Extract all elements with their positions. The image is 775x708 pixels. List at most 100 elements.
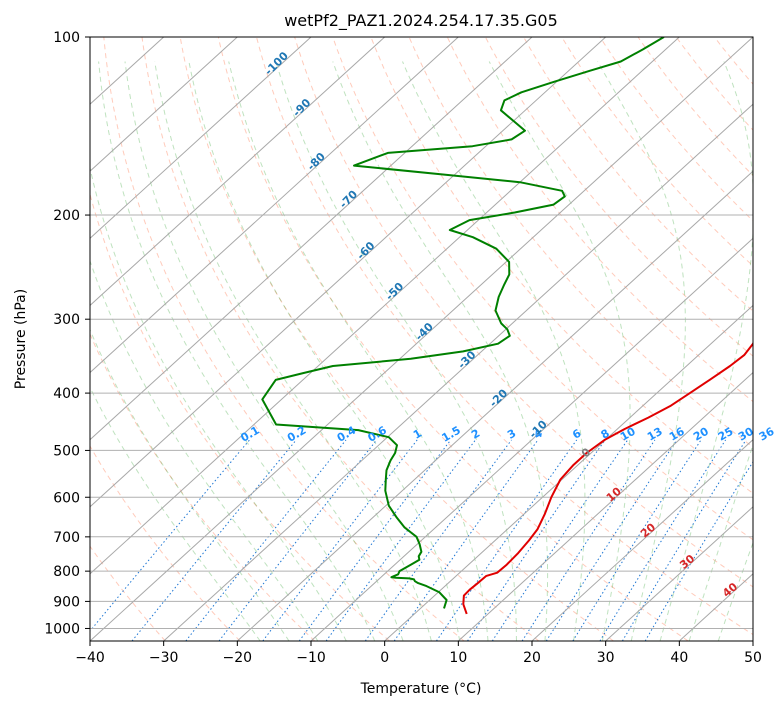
dry-adiabat — [90, 332, 316, 641]
y-axis-label: Pressure (hPa) — [13, 289, 29, 389]
dry-adiabat — [752, 37, 753, 39]
mixing-ratio-label: 0.6 — [365, 423, 389, 444]
isotherm — [752, 640, 753, 641]
dry-adiabat — [561, 37, 753, 267]
mixing-ratio-label: 0.4 — [335, 423, 359, 444]
mixing-ratio-label: 10 — [618, 425, 638, 444]
temperature-profile — [462, 341, 753, 615]
isotherm — [163, 103, 753, 641]
dry-adiabat — [294, 37, 753, 588]
isotherm — [90, 37, 753, 641]
mixing-ratio-line — [325, 439, 476, 641]
y-tick-label: 300 — [53, 312, 80, 328]
isotherm — [384, 304, 753, 641]
mixing-ratio-line — [218, 439, 378, 641]
moist-adiabat — [90, 328, 290, 641]
isotherm-label: -70 — [337, 188, 360, 211]
moist-adiabat — [402, 61, 586, 641]
dry-adiabat — [103, 37, 465, 641]
chart-title: wetPf2_PAZ1.2024.254.17.35.G05 — [284, 11, 558, 31]
isotherm — [605, 506, 753, 641]
isotherm — [90, 37, 680, 575]
moist-adiabat — [597, 61, 686, 641]
mixing-ratio-label: 36 — [757, 425, 775, 444]
x-tick-label: 0 — [380, 650, 389, 666]
mixing-ratio-line — [599, 439, 727, 641]
isotherm — [90, 37, 533, 441]
dry-adiabat — [637, 37, 753, 177]
mixing-ratio-label: 1 — [411, 427, 424, 442]
isotherm — [531, 438, 753, 641]
x-axis-label: Temperature (°C) — [360, 681, 482, 697]
mixing-ratio-label: 8 — [599, 427, 612, 442]
x-tick-label: 30 — [597, 650, 615, 666]
y-tick-label: 800 — [53, 564, 80, 580]
isotherm — [90, 37, 238, 172]
mixing-ratio-line — [521, 439, 656, 641]
y-tick-label: 600 — [53, 490, 80, 506]
isotherm — [457, 371, 753, 641]
mixing-ratio-line — [131, 439, 297, 641]
mixing-ratio-line — [298, 439, 452, 641]
x-tick-label: 20 — [523, 650, 541, 666]
x-tick-label: −30 — [149, 650, 179, 666]
x-tick-label: 40 — [670, 650, 688, 666]
moist-adiabat — [90, 259, 319, 641]
mixing-ratio-line — [90, 439, 250, 632]
x-tick-label: 10 — [449, 650, 467, 666]
isotherm-label: -20 — [487, 386, 510, 409]
mixing-ratio-line — [364, 439, 512, 641]
mixing-ratio-line — [435, 439, 578, 641]
mixing-ratio-label: 20 — [691, 425, 711, 444]
dry-adiabat — [370, 37, 753, 494]
x-tick-label: 50 — [744, 650, 762, 666]
mixing-ratio-line — [621, 439, 747, 641]
y-tick-label: 200 — [53, 208, 80, 224]
dry-adiabat — [446, 37, 753, 403]
dry-adiabat — [408, 37, 753, 448]
grid-lines — [90, 37, 753, 641]
x-tick-label: −10 — [296, 650, 326, 666]
isotherm — [90, 37, 312, 240]
isotherm — [90, 37, 459, 374]
mixing-ratio-label: 2 — [469, 427, 482, 442]
dry-adiabat — [256, 37, 753, 636]
mixing-ratio-line — [572, 439, 702, 641]
y-tick-label: 100 — [53, 30, 80, 46]
dry-adiabat — [714, 37, 753, 85]
profile-lines — [261, 37, 753, 615]
y-tick-label: 1000 — [44, 621, 80, 637]
dry-adiabat — [90, 192, 390, 641]
mixing-ratio-label: 25 — [716, 425, 736, 444]
dry-adiabat — [217, 37, 689, 641]
moist-adiabat — [275, 61, 517, 641]
y-tick-label: 900 — [53, 594, 80, 610]
isotherm-label: -40 — [413, 320, 436, 343]
dry-adiabat — [523, 37, 753, 312]
dry-adiabat — [141, 37, 540, 641]
moist-adiabat — [488, 61, 631, 641]
dry-adiabat — [90, 445, 241, 641]
isotherm-label: -60 — [354, 239, 377, 262]
moist-adiabat-label: 10 — [604, 484, 624, 504]
isotherm — [310, 237, 753, 641]
plot-frame — [89, 36, 754, 642]
moist-adiabat — [332, 61, 549, 641]
moist-adiabat — [90, 165, 347, 641]
y-tick-label: 700 — [53, 530, 80, 546]
isotherm-label: -80 — [305, 150, 328, 173]
moist-adiabat-label: 40 — [720, 580, 740, 600]
mixing-ratio-line — [467, 439, 606, 641]
dry-adiabat — [332, 37, 753, 541]
mixing-ratio-line — [491, 439, 629, 641]
y-tick-label: 500 — [53, 443, 80, 459]
x-tick-label: −40 — [75, 650, 105, 666]
mixing-ratio-label: 13 — [645, 425, 665, 444]
dry-adiabat — [484, 37, 753, 357]
dry-adiabat — [675, 37, 753, 131]
isotherm-label: -10 — [527, 417, 550, 440]
isotherm — [236, 170, 753, 641]
moist-adiabat — [90, 386, 261, 641]
mixing-ratio-label: 0.1 — [238, 424, 261, 445]
